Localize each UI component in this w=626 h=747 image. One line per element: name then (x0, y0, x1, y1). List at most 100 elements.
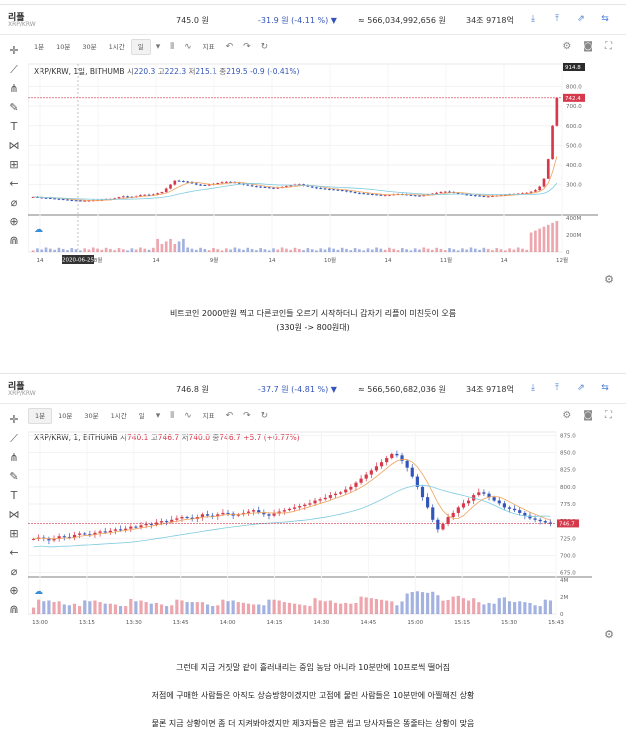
upload-icon[interactable]: ⤒ (555, 383, 559, 393)
candle (436, 519, 440, 530)
candle (525, 192, 529, 194)
trend-line-icon[interactable]: ⟋ (10, 432, 18, 445)
swap-icon[interactable]: ⇆ (601, 383, 609, 393)
volume-bar (190, 248, 194, 252)
interval-10m[interactable]: 10분 (58, 412, 73, 420)
pattern-icon[interactable]: ⋈ (8, 508, 20, 521)
zoom-icon[interactable]: ⊕ (9, 584, 19, 597)
legend-symbol[interactable]: XRP/KRW, 1일, BITHUMB (34, 67, 125, 76)
volume-bar (103, 603, 107, 614)
volume-bar (366, 248, 370, 252)
candle (388, 194, 391, 196)
camera-icon[interactable]: ◙ (583, 41, 593, 52)
interval-day[interactable]: 일 (130, 39, 151, 55)
measure-icon[interactable]: ⊞ (9, 158, 19, 171)
candle-type-icon[interactable]: ⫴ (170, 42, 175, 52)
reset-icon[interactable]: ↻ (260, 411, 269, 421)
candle (308, 503, 312, 505)
magnet-icon[interactable]: ⋒ (9, 603, 19, 616)
arrow-left-icon[interactable]: ← (9, 546, 19, 559)
chevron-down-icon[interactable]: ▾ (155, 411, 161, 421)
candle (165, 521, 169, 523)
redo-icon[interactable]: ↷ (243, 411, 251, 421)
volume-bar (293, 247, 297, 252)
candle (542, 178, 546, 187)
camera-icon[interactable]: ◙ (583, 410, 593, 421)
interval-day[interactable]: 일 (138, 412, 145, 420)
volume-bar (478, 249, 481, 252)
reset-icon[interactable]: ↻ (260, 42, 269, 52)
download-icon[interactable]: ⤓ (531, 383, 535, 393)
candlestick-chart[interactable]: 875.0850.0825.0800.0775.0750.0725.0700.0… (28, 428, 592, 628)
x-tick-label: 9월 (210, 256, 219, 264)
candlestick-chart[interactable]: 800.0700.0600.0500.0400.0300.0400M200M01… (28, 60, 598, 266)
pitchfork-icon[interactable]: ⋔ (9, 451, 19, 464)
indicator-button[interactable]: 지표 (202, 43, 215, 51)
settings-icon[interactable]: ⚙ (562, 41, 572, 52)
redo-icon[interactable]: ↷ (243, 42, 251, 52)
volume-bar (144, 602, 148, 614)
undo-icon[interactable]: ↶ (225, 411, 234, 421)
ruler-icon[interactable]: ⌀ (10, 196, 18, 209)
candle (175, 518, 179, 520)
interval-1h[interactable]: 1시간 (110, 412, 127, 420)
legend-symbol[interactable]: XRP/KRW, 1, BITHUMB (34, 433, 118, 442)
volume-bar (156, 238, 159, 252)
download-icon[interactable]: ⤓ (531, 14, 535, 24)
interval-10m[interactable]: 10분 (56, 43, 71, 51)
volume-bar (159, 604, 164, 614)
candle (74, 200, 78, 202)
ruler-icon[interactable]: ⌀ (10, 565, 18, 578)
crosshair-icon[interactable]: ✛ (9, 413, 19, 426)
interval-30m[interactable]: 30분 (82, 43, 97, 51)
volume-bar (185, 602, 189, 614)
magnet-icon[interactable]: ⋒ (9, 234, 19, 247)
chart-settings-icon[interactable]: ⚙ (604, 273, 614, 286)
legend-open: 220.3 (133, 67, 156, 76)
coin-pair: XRP/KRW (8, 390, 36, 397)
interval-1m[interactable]: 1분 (34, 43, 45, 51)
interval-30m[interactable]: 30분 (84, 412, 99, 420)
candle (523, 512, 527, 516)
candle (466, 500, 471, 504)
fullscreen-icon[interactable]: ⛶ (605, 410, 612, 421)
brush-icon[interactable]: ✎ (9, 101, 19, 114)
candle (67, 536, 71, 538)
volume-bar (139, 600, 143, 614)
indicator-icon[interactable]: ∿ (184, 42, 192, 52)
zoom-icon[interactable]: ⊕ (9, 215, 19, 228)
chevron-down-icon[interactable]: ▾ (155, 42, 161, 52)
crosshair-icon[interactable]: ✛ (9, 44, 19, 57)
candle (103, 531, 107, 533)
indicator-icon[interactable]: ∿ (184, 411, 192, 421)
interval-1h[interactable]: 1시간 (108, 43, 125, 51)
trend-line-icon[interactable]: ⟋ (10, 63, 18, 76)
volume-bar (57, 601, 61, 614)
volume-bar (538, 606, 542, 614)
arrow-left-icon[interactable]: ← (9, 177, 19, 190)
pitchfork-icon[interactable]: ⋔ (9, 82, 19, 95)
pattern-icon[interactable]: ⋈ (8, 139, 20, 152)
candle (302, 184, 305, 186)
undo-icon[interactable]: ↶ (225, 42, 234, 52)
x-tick-label: 10월 (324, 256, 336, 264)
brush-icon[interactable]: ✎ (9, 470, 19, 483)
chart-trend-icon[interactable]: ⇗ (577, 14, 585, 24)
y-tick-label: 725.0 (560, 536, 576, 542)
interval-1m[interactable]: 1분 (28, 408, 53, 424)
fullscreen-icon[interactable]: ⛶ (605, 41, 612, 52)
swap-icon[interactable]: ⇆ (601, 14, 609, 24)
chart-settings-icon[interactable]: ⚙ (604, 628, 614, 641)
upload-icon[interactable]: ⤒ (555, 14, 559, 24)
chart-trend-icon[interactable]: ⇗ (577, 383, 585, 393)
measure-icon[interactable]: ⊞ (9, 527, 19, 540)
volume-bar (349, 250, 353, 252)
indicator-button[interactable]: 지표 (202, 412, 215, 420)
candle-type-icon[interactable]: ⫴ (170, 411, 175, 421)
candle (285, 186, 288, 188)
text-icon[interactable]: T (10, 120, 18, 133)
text-icon[interactable]: T (10, 489, 18, 502)
plot-frame (28, 63, 563, 253)
settings-icon[interactable]: ⚙ (562, 410, 572, 421)
x-tick-label: 15:00 (407, 620, 423, 626)
